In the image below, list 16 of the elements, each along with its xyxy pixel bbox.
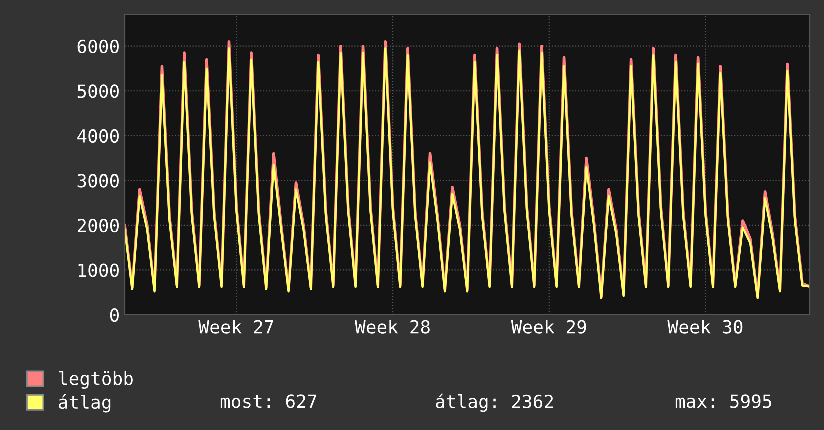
x-tick-label: Week 29 (511, 320, 586, 334)
y-tick-label: 0 (110, 308, 119, 322)
y-tick-label: 1000 (78, 264, 119, 278)
x-tick-label: Week 27 (198, 320, 274, 334)
x-tick-label: Week 28 (355, 320, 430, 334)
x-tick-label: Week 30 (668, 320, 743, 334)
text: most: 627 (220, 394, 316, 408)
y-tick-label: 2000 (78, 218, 119, 233)
y-tick-label: 4000 (78, 129, 119, 144)
y-tick-label: 5000 (78, 84, 119, 98)
legend-label: átlag (59, 394, 111, 413)
legend-label: legtöbb (59, 371, 133, 390)
y-tick-label: 6000 (78, 40, 119, 54)
text: max: 5995 (676, 394, 772, 408)
text: átlag: 2362 (436, 394, 554, 412)
y-tick-label: 3000 (78, 174, 119, 188)
